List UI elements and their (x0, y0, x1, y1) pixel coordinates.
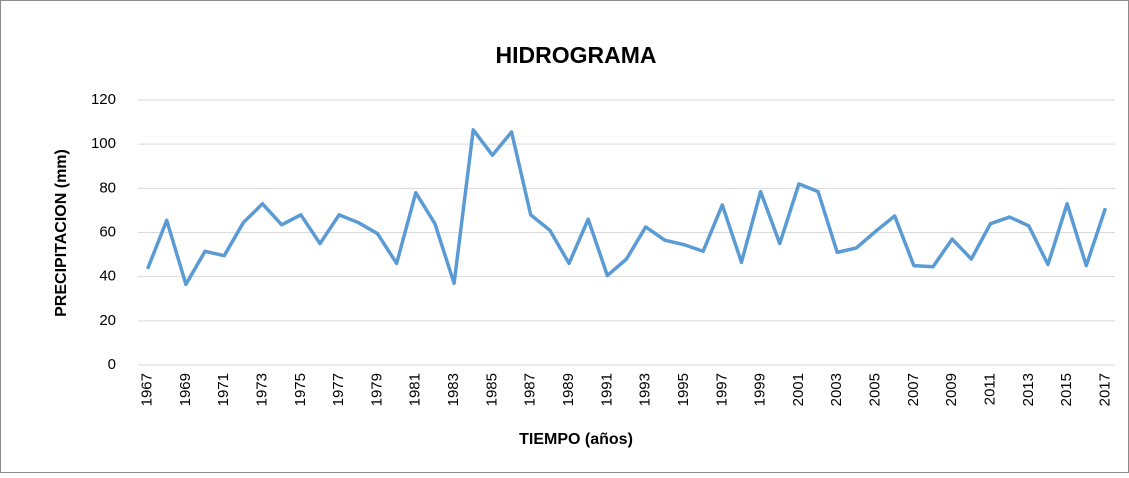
x-tick-label: 2013 (1020, 373, 1037, 406)
x-tick-label: 1975 (292, 373, 309, 406)
x-tick-label: 1997 (713, 373, 730, 406)
x-tick-label: 1993 (637, 373, 654, 406)
x-tick-label: 1989 (560, 373, 577, 406)
x-tick-label: 2007 (905, 373, 922, 406)
x-tick-label: 1981 (407, 373, 424, 406)
x-tick-label: 2011 (981, 373, 998, 405)
x-tick-label: 1977 (330, 373, 347, 406)
x-tick-label: 1973 (253, 373, 270, 406)
x-tick-label: 2015 (1058, 373, 1075, 406)
y-tick-label: 120 (91, 91, 116, 108)
x-tick-label: 1967 (139, 373, 156, 406)
chart-title: HIDROGRAMA (496, 42, 657, 68)
x-tick-label: 1991 (598, 373, 615, 406)
x-tick-label: 2009 (943, 373, 960, 406)
y-tick-label: 80 (99, 179, 116, 196)
x-tick-label: 1985 (483, 373, 500, 406)
x-tick-label: 2005 (867, 373, 884, 406)
y-axis-title: PRECIPITACION (mm) (53, 149, 70, 317)
x-tick-label: 2001 (790, 373, 807, 406)
x-tick-label: 1995 (675, 373, 692, 406)
x-tick-label: 1983 (445, 373, 462, 406)
x-tick-label: 1971 (215, 373, 232, 406)
x-axis-title: TIEMPO (años) (519, 431, 633, 448)
data-line (145, 128, 1108, 287)
x-tick-label: 2003 (828, 373, 845, 406)
x-tick-label: 1987 (522, 373, 539, 406)
y-tick-label: 40 (99, 268, 116, 285)
x-tick-label: 1999 (752, 373, 769, 406)
y-tick-label: 20 (99, 312, 116, 329)
x-tick-label: 2017 (1096, 373, 1113, 406)
y-tick-label: 0 (108, 356, 116, 373)
y-tick-label: 60 (99, 223, 116, 240)
y-tick-label: 100 (91, 135, 116, 152)
x-tick-label: 1979 (368, 373, 385, 406)
x-tick-label: 1969 (177, 373, 194, 406)
